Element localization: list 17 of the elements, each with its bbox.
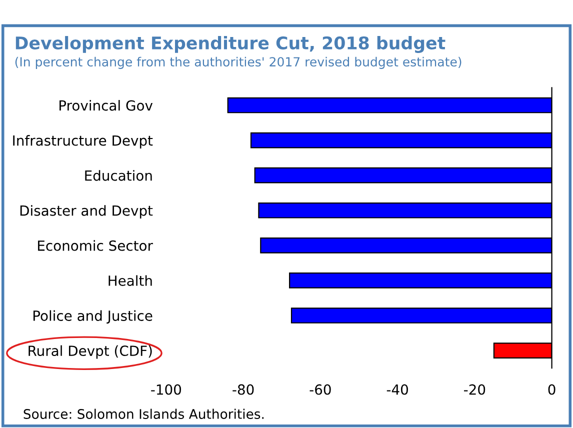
chart-title: Development Expenditure Cut, 2018 budget bbox=[16, 36, 446, 53]
y-tick-label: Health bbox=[108, 275, 152, 286]
x-tick-label: 0 bbox=[548, 384, 556, 395]
x-tick-label: -40 bbox=[386, 384, 408, 395]
y-tick-label: Education bbox=[85, 170, 152, 181]
chart-subtitle: (In percent change from the authorities' 2017 revised budget estimate) bbox=[15, 56, 462, 69]
y-tick-label: Disaster and Devpt bbox=[20, 205, 153, 219]
x-tick-label: -20 bbox=[464, 384, 486, 395]
x-tick-label: -100 bbox=[151, 384, 182, 395]
y-tick-label: Infrastructure Devpt bbox=[13, 135, 153, 148]
x-tick-label: -80 bbox=[232, 384, 254, 395]
y-tick-label: Provincal Gov bbox=[60, 100, 153, 111]
source-note: Source: Solomon Islands Authorities. bbox=[24, 408, 264, 419]
y-tick-label: Police and Justice bbox=[33, 310, 152, 324]
y-tick-label: Economic Sector bbox=[38, 240, 153, 251]
y-tick-label: Rural Devpt (CDF) bbox=[28, 345, 152, 359]
x-tick-label: -60 bbox=[310, 384, 331, 395]
